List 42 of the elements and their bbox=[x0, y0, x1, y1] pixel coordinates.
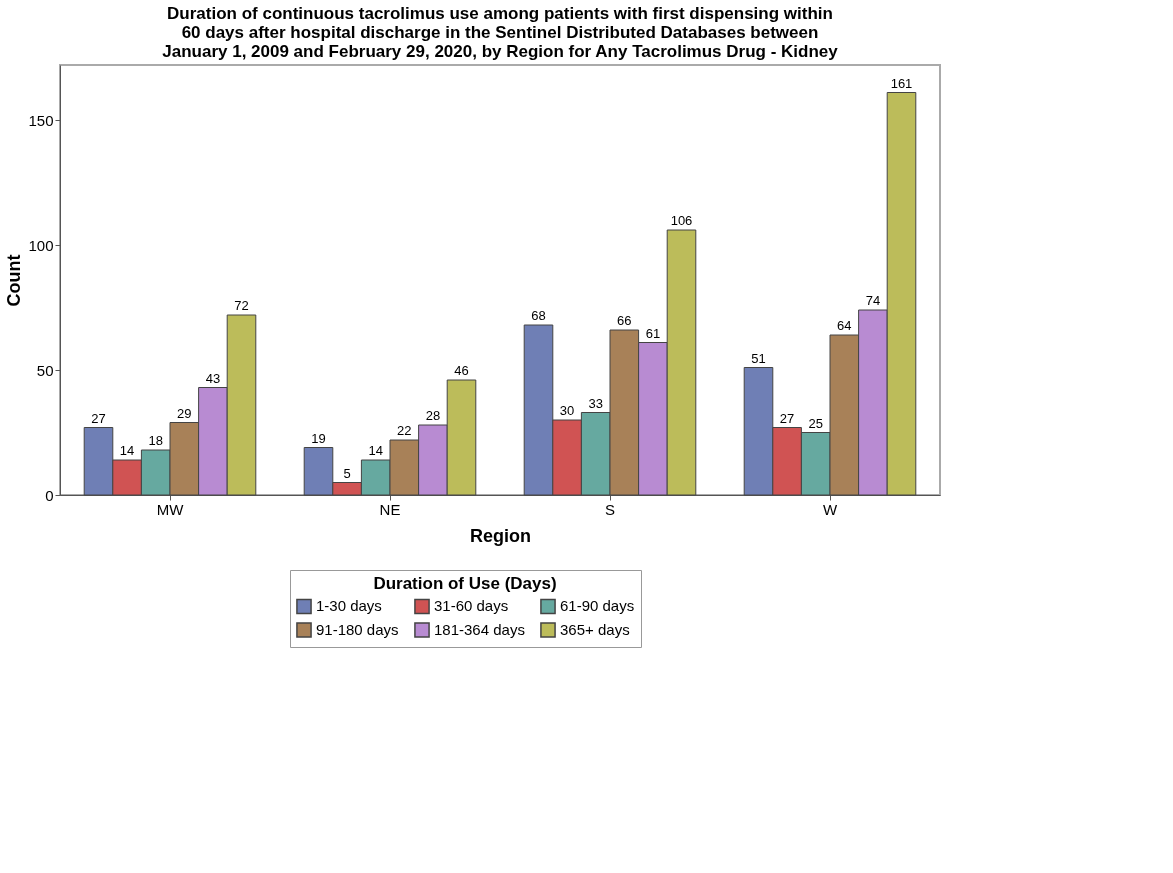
legend-title: Duration of Use (Days) bbox=[373, 574, 557, 593]
y-tick-label: 0 bbox=[45, 486, 54, 504]
data-label: 66 bbox=[617, 313, 632, 328]
data-label: 68 bbox=[531, 308, 546, 323]
legend-label: 91-180 days bbox=[316, 621, 399, 638]
x-tick-label: MW bbox=[156, 500, 185, 518]
data-label: 25 bbox=[808, 415, 823, 431]
y-tick-label: 50 bbox=[36, 361, 54, 379]
x-tick-label: S bbox=[604, 500, 616, 518]
chart-title: Duration of continuous tacrolimus use among patients with first dispensing within 60 days after hospital discharge in the Sentinel Distributed Databases between January 1, 2009 and February 29, 2020, by Region for Any Tacrolimus Drug - Kidney bbox=[162, 4, 839, 61]
data-label: 27 bbox=[779, 410, 795, 426]
y-tick-label: 150 bbox=[28, 111, 54, 129]
y-axis-title: Count bbox=[4, 254, 25, 307]
data-label: 5 bbox=[343, 465, 351, 481]
x-tick-label: W bbox=[822, 500, 838, 518]
data-label: 22 bbox=[397, 423, 412, 438]
data-label: 72 bbox=[234, 298, 249, 313]
data-label: 19 bbox=[311, 430, 326, 446]
x-axis-title: Region bbox=[470, 525, 531, 546]
data-label: 33 bbox=[588, 395, 603, 411]
legend-label: 365+ days bbox=[560, 621, 630, 638]
legend-label: 181-364 days bbox=[434, 621, 525, 638]
data-label: 106 bbox=[670, 213, 693, 228]
data-label: 29 bbox=[177, 405, 192, 421]
data-label: 14 bbox=[119, 443, 135, 458]
data-label: 28 bbox=[425, 408, 441, 423]
legend-label: 31-60 days bbox=[434, 597, 509, 615]
data-label: 74 bbox=[865, 293, 881, 308]
data-label: 161 bbox=[890, 75, 913, 91]
x-tick-label: NE bbox=[379, 500, 401, 518]
y-tick-label: 100 bbox=[28, 236, 54, 254]
legend-label: 61-90 days bbox=[560, 597, 635, 615]
data-label: 64 bbox=[837, 318, 852, 333]
data-label: 43 bbox=[205, 370, 221, 386]
legend-label: 1-30 days bbox=[316, 597, 382, 615]
data-label: 30 bbox=[559, 403, 575, 418]
data-label: 46 bbox=[454, 363, 469, 378]
data-label: 51 bbox=[751, 350, 766, 366]
data-label: 18 bbox=[148, 433, 163, 448]
data-label: 61 bbox=[645, 325, 661, 341]
data-label: 14 bbox=[368, 443, 383, 458]
data-label: 27 bbox=[91, 410, 106, 426]
